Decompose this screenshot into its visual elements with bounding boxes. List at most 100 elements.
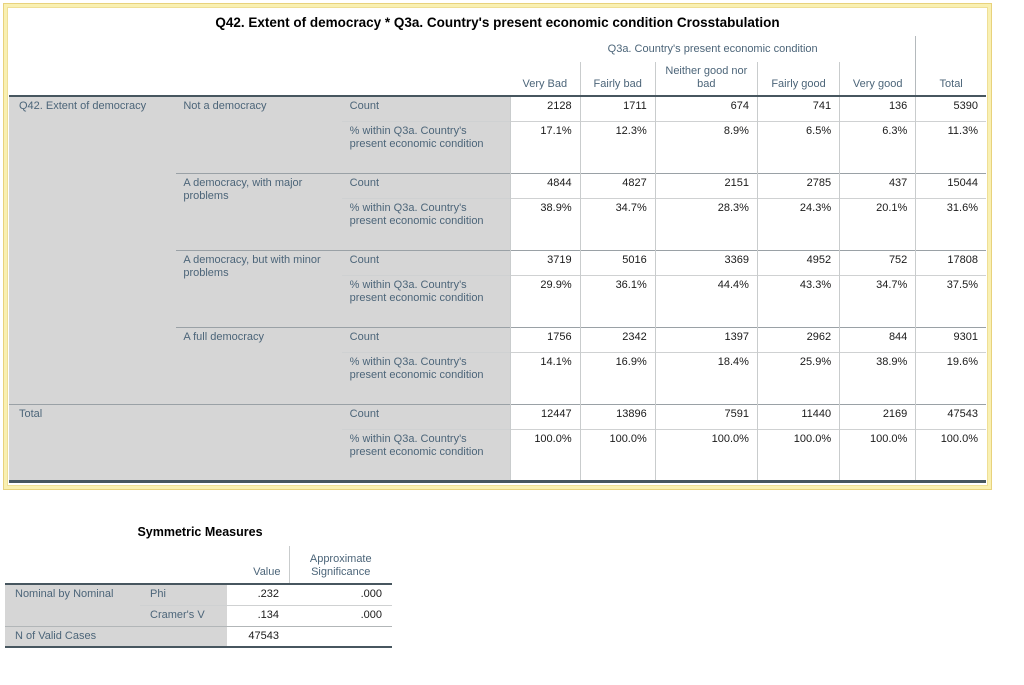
count-cell: 7591 bbox=[654, 403, 758, 429]
percent-cell: 14.1% bbox=[509, 351, 581, 404]
count-cell: 17808 bbox=[915, 249, 986, 275]
percent-cell: 24.3% bbox=[756, 197, 840, 250]
percent-cell: 6.3% bbox=[839, 120, 916, 173]
col-header-very-good: Very good bbox=[839, 62, 916, 97]
stub-blank bbox=[9, 36, 510, 62]
category-label: A full democracy bbox=[176, 326, 342, 404]
count-cell: 11440 bbox=[756, 403, 840, 429]
value-cell: .232 bbox=[257, 588, 279, 600]
percent-label: % within Q3a. Country's present economic… bbox=[341, 120, 510, 173]
stub-blank bbox=[9, 62, 510, 97]
table-row: A full democracy Count 1756 2342 1397 29… bbox=[9, 326, 986, 404]
measure-label: Phi bbox=[140, 584, 227, 605]
total-row: Total Count 12447 13896 7591 11440 2169 … bbox=[9, 403, 986, 481]
percent-cell: 100.0% bbox=[915, 428, 986, 481]
table-row: % within Q3a. Country's present economic… bbox=[9, 197, 986, 250]
total-column-top bbox=[915, 36, 986, 62]
count-label: Count bbox=[341, 249, 510, 275]
percent-cell: 38.9% bbox=[509, 197, 581, 250]
symmetric-measures-table: Value Approximate Significance Nominal b… bbox=[5, 546, 392, 648]
percent-cell: 17.1% bbox=[509, 120, 581, 173]
percent-cell: 34.7% bbox=[579, 197, 656, 250]
percent-label: % within Q3a. Country's present economic… bbox=[341, 197, 510, 250]
percent-cell: 100.0% bbox=[579, 428, 656, 481]
percent-label: % within Q3a. Country's present economic… bbox=[341, 351, 510, 404]
percent-cell: 100.0% bbox=[509, 428, 581, 481]
count-cell: 437 bbox=[839, 172, 916, 198]
count-cell: 4952 bbox=[756, 249, 840, 275]
significance-cell: .000 bbox=[289, 604, 392, 626]
crosstab-pivot-table[interactable]: Q42. Extent of democracy * Q3a. Country'… bbox=[7, 7, 988, 486]
count-label: Count bbox=[341, 96, 510, 121]
symmetric-measures-pivot-table[interactable]: Symmetric Measures Value Approximate Sig… bbox=[5, 524, 395, 648]
stub-blank bbox=[5, 546, 227, 585]
category-label: A democracy, with major problems bbox=[176, 172, 342, 250]
percent-cell: 29.9% bbox=[509, 274, 581, 327]
category-label: A democracy, but with minor problems bbox=[176, 249, 342, 327]
value-cell: 47543 bbox=[227, 625, 289, 647]
count-label: Count bbox=[341, 403, 510, 429]
percent-cell: 44.4% bbox=[654, 274, 758, 327]
percent-cell: 12.3% bbox=[579, 120, 656, 173]
percent-cell: 100.0% bbox=[654, 428, 758, 481]
percent-cell: 31.6% bbox=[915, 197, 986, 250]
table-row: Cramer's V .134 .000 bbox=[5, 604, 392, 626]
percent-cell: 38.9% bbox=[839, 351, 916, 404]
spanner-row: Q3a. Country's present economic conditio… bbox=[9, 36, 986, 62]
table-row: Nominal by Nominal Phi .232 .000 bbox=[5, 584, 392, 626]
count-cell: 1756 bbox=[509, 326, 581, 352]
sym-header-row: Value Approximate Significance bbox=[5, 546, 392, 585]
percent-label: % within Q3a. Country's present economic… bbox=[341, 428, 510, 481]
percent-cell: 20.1% bbox=[839, 197, 916, 250]
measure-group-label: Nominal by Nominal bbox=[5, 584, 140, 626]
count-cell: 2785 bbox=[756, 172, 840, 198]
measure-label: Cramer's V bbox=[140, 604, 227, 626]
col-header-fairly-bad: Fairly bad bbox=[579, 62, 656, 97]
count-cell: 47543 bbox=[915, 403, 986, 429]
col-header-fairly-good: Fairly good bbox=[756, 62, 840, 97]
table-row: % within Q3a. Country's present economic… bbox=[9, 274, 986, 327]
table-row: A democracy, but with minor problems Cou… bbox=[9, 249, 986, 327]
count-cell: 674 bbox=[654, 96, 758, 121]
count-label: Count bbox=[341, 172, 510, 198]
crosstab-table: Q3a. Country's present economic conditio… bbox=[9, 36, 986, 483]
crosstab-title: Q42. Extent of democracy * Q3a. Country'… bbox=[215, 15, 780, 30]
n-valid-cases-label: N of Valid Cases bbox=[5, 625, 227, 647]
col-header-very-bad: Very Bad bbox=[510, 62, 581, 97]
table-row: N of Valid Cases 47543 bbox=[5, 625, 392, 647]
count-cell: 2962 bbox=[756, 326, 840, 352]
approx-significance-column-header: Approximate Significance bbox=[288, 546, 392, 585]
column-header-row: Very Bad Fairly bad Neither good nor bad… bbox=[9, 62, 986, 97]
count-cell: 741 bbox=[756, 96, 840, 121]
count-cell: 1397 bbox=[654, 326, 758, 352]
count-cell: 136 bbox=[839, 96, 916, 121]
percent-cell: 11.3% bbox=[915, 120, 986, 173]
count-cell: 15044 bbox=[915, 172, 986, 198]
count-cell: 5016 bbox=[579, 249, 656, 275]
percent-cell: 37.5% bbox=[915, 274, 986, 327]
percent-cell: 43.3% bbox=[756, 274, 840, 327]
percent-cell: 16.9% bbox=[579, 351, 656, 404]
count-cell: 844 bbox=[839, 326, 916, 352]
significance-cell bbox=[289, 625, 392, 647]
percent-cell: 100.0% bbox=[839, 428, 916, 481]
total-row-label: Total bbox=[9, 403, 342, 481]
percent-cell: 19.6% bbox=[915, 351, 986, 404]
count-cell: 4827 bbox=[579, 172, 656, 198]
column-variable-spanner: Q3a. Country's present economic conditio… bbox=[607, 42, 818, 55]
count-cell: 2151 bbox=[654, 172, 758, 198]
table-row: % within Q3a. Country's present economic… bbox=[9, 351, 986, 404]
count-cell: 5390 bbox=[915, 96, 986, 121]
percent-cell: 28.3% bbox=[654, 197, 758, 250]
count-cell: 2128 bbox=[509, 96, 581, 121]
symmetric-measures-title: Symmetric Measures bbox=[137, 525, 263, 539]
count-cell: 752 bbox=[839, 249, 916, 275]
row-variable-stub: Q42. Extent of democracy bbox=[9, 96, 177, 404]
count-cell: 1711 bbox=[579, 96, 656, 121]
count-cell: 4844 bbox=[509, 172, 581, 198]
category-label: Not a democracy bbox=[176, 96, 342, 173]
percent-cell: 8.9% bbox=[654, 120, 758, 173]
value-column-header: Value bbox=[227, 546, 289, 585]
crosstab-selection-frame[interactable]: Q42. Extent of democracy * Q3a. Country'… bbox=[3, 3, 992, 490]
